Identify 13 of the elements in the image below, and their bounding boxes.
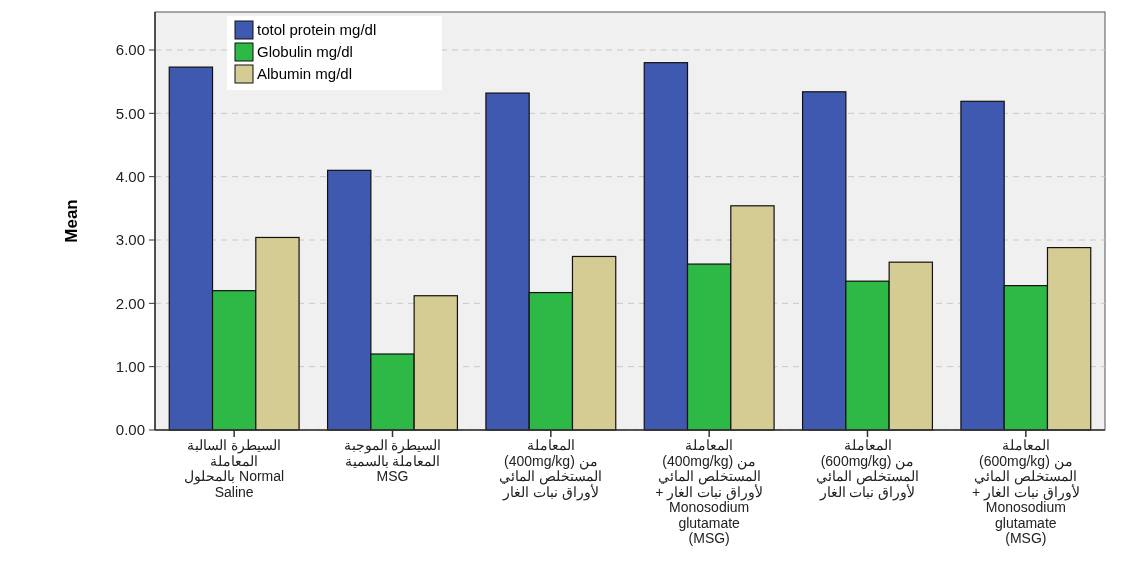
y-tick-label: 5.00: [115, 104, 145, 122]
legend-label: totol protein mg/dl: [257, 21, 377, 39]
x-tick-label: المعاملة من (600mg/kg) المستخلص المائي لأوراق نبات الغار: [816, 437, 919, 501]
y-axis-title: Mean: [62, 199, 81, 243]
y-tick-label: 6.00: [115, 41, 145, 59]
y-tick-label: 3.00: [115, 231, 145, 249]
x-tick-label: المعاملة من (400mg/kg) المستخلص المائي لأوراق نبات الغار: [499, 437, 603, 501]
legend-label: Albumin mg/dl: [257, 65, 353, 83]
y-tick-label: 1.00: [115, 357, 145, 375]
legend-label: Globulin mg/dl: [257, 43, 353, 61]
y-tick-label: 2.00: [115, 294, 145, 312]
y-tick-label: 4.00: [115, 167, 145, 185]
y-tick-label: 0.00: [115, 421, 145, 439]
